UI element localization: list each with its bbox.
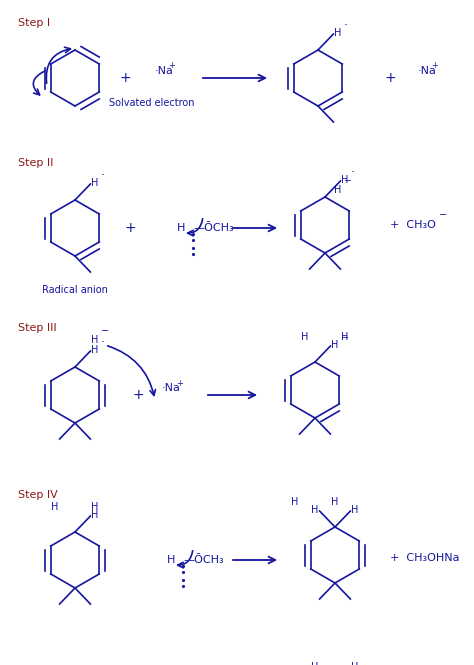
Text: H: H (91, 502, 99, 512)
Text: H: H (351, 505, 359, 515)
Text: +: + (132, 388, 144, 402)
Text: H: H (311, 505, 319, 515)
Text: Step IV: Step IV (18, 490, 58, 500)
Text: +: + (119, 71, 131, 85)
Text: Step III: Step III (18, 323, 56, 333)
Text: Solvated electron: Solvated electron (109, 98, 195, 108)
Text: H: H (351, 662, 359, 665)
Text: —ŌCH₃: —ŌCH₃ (193, 223, 234, 233)
Text: ·: · (101, 170, 105, 182)
Text: ·Na: ·Na (418, 66, 437, 76)
Text: H: H (301, 332, 309, 342)
Text: H: H (341, 332, 349, 342)
Text: H: H (167, 555, 175, 565)
Text: +  CH₃O: + CH₃O (390, 220, 436, 230)
Text: ·: · (344, 19, 348, 33)
Text: H: H (91, 178, 99, 188)
Text: +  CH₃OHNa: + CH₃OHNa (390, 553, 459, 563)
Text: H: H (334, 185, 342, 195)
Text: H: H (311, 662, 319, 665)
Text: −: − (341, 333, 349, 343)
Text: ·: · (351, 166, 355, 180)
Text: ·Na: ·Na (155, 66, 174, 76)
Text: Step II: Step II (18, 158, 54, 168)
Text: H: H (91, 335, 99, 345)
Text: +: + (176, 378, 183, 388)
Text: H: H (331, 340, 339, 350)
Text: H: H (341, 175, 349, 185)
Text: H: H (51, 502, 59, 512)
Text: +: + (124, 221, 136, 235)
Text: +: + (431, 61, 438, 70)
Text: +: + (169, 61, 175, 70)
Text: Step I: Step I (18, 18, 50, 28)
Text: −: − (439, 210, 447, 220)
Text: H: H (91, 345, 99, 355)
Text: −: − (101, 326, 109, 336)
Text: H: H (91, 510, 99, 520)
Text: +: + (384, 71, 396, 85)
Text: Radical anion: Radical anion (42, 285, 108, 295)
Text: —ŌCH₃: —ŌCH₃ (183, 555, 224, 565)
Text: H: H (177, 223, 185, 233)
Text: −: − (344, 176, 352, 186)
Text: ·: · (101, 336, 105, 350)
Text: H: H (331, 497, 339, 507)
Text: H: H (292, 497, 299, 507)
Text: H: H (334, 28, 342, 38)
Text: ·Na: ·Na (162, 383, 181, 393)
